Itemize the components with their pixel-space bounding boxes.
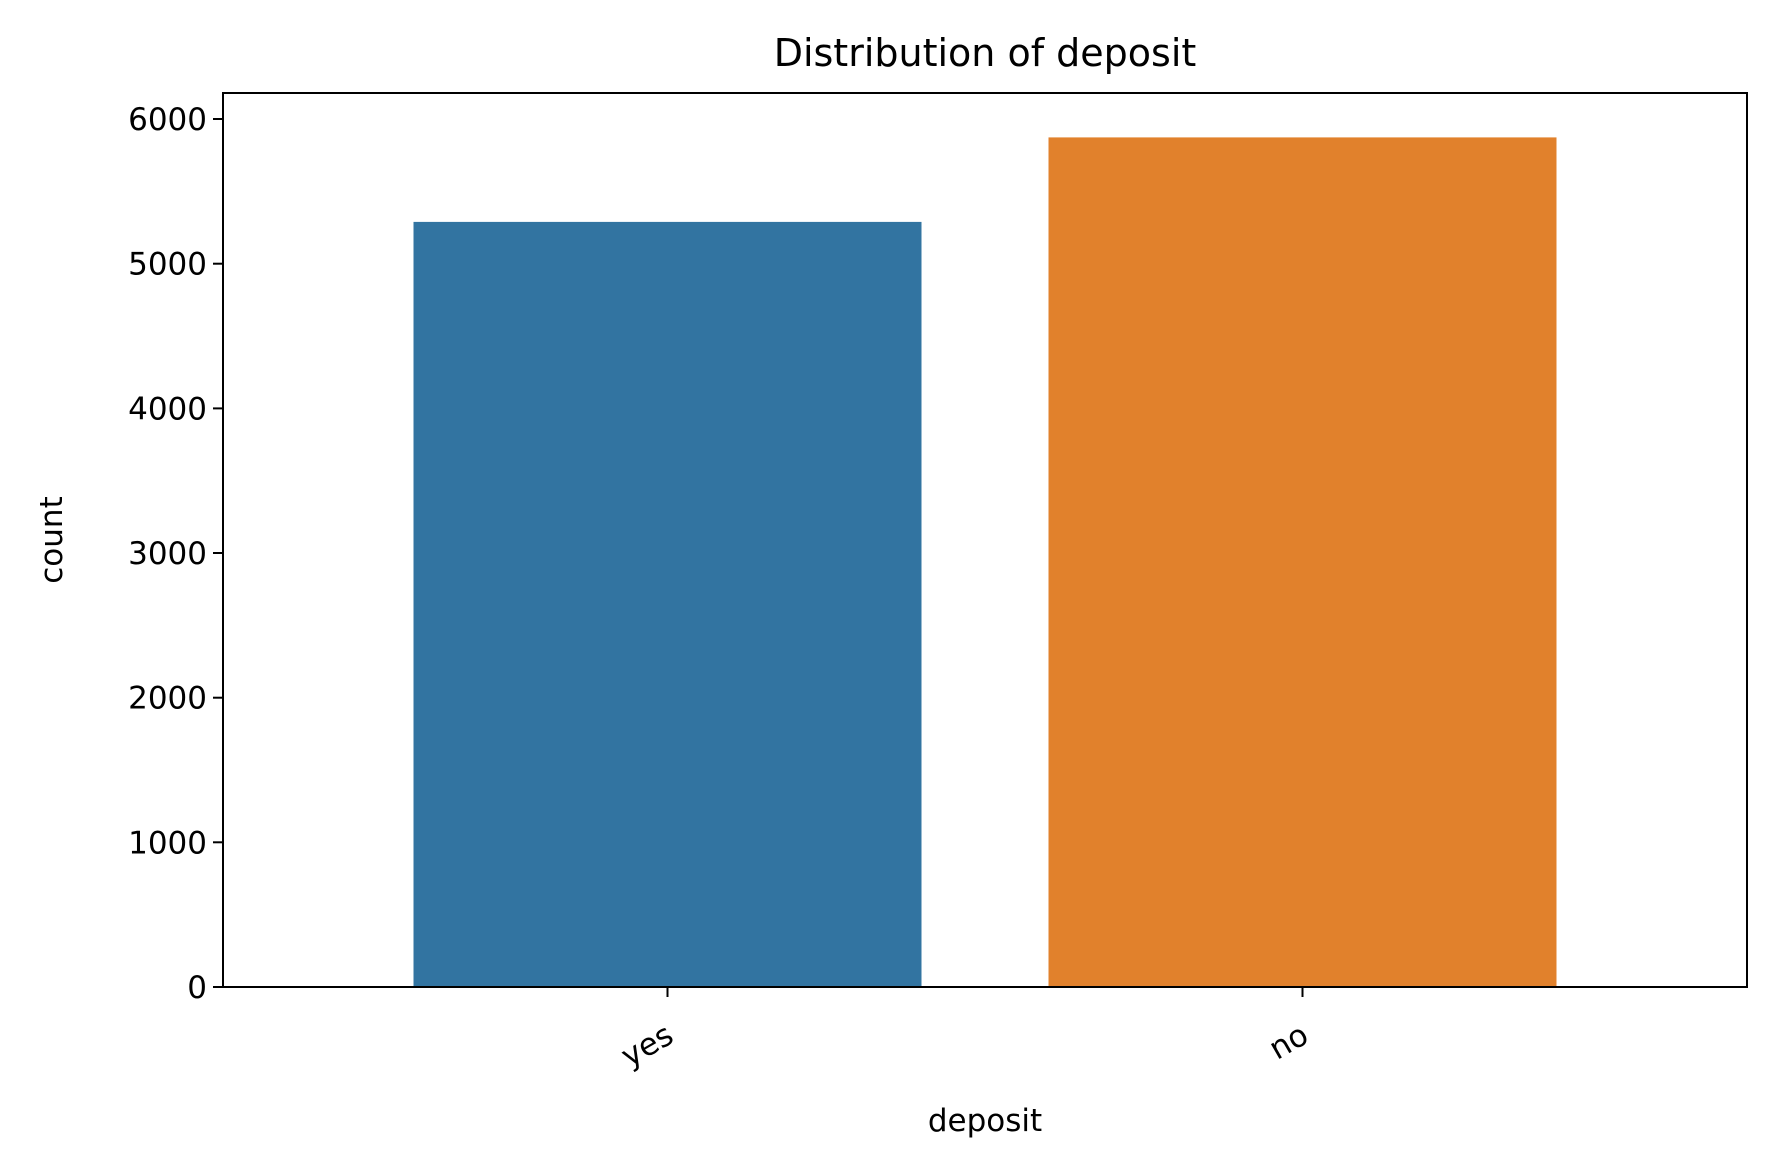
- plot-frame: [222, 92, 1748, 988]
- y-axis: 0 1000 2000 3000 4000 5000 6000: [128, 102, 223, 1006]
- y-tick-label: 3000: [128, 536, 207, 572]
- bar-yes: [413, 221, 922, 987]
- y-tick-label: 4000: [128, 391, 207, 427]
- y-axis-label: count: [34, 496, 70, 583]
- chart-title: Distribution of deposit: [774, 31, 1197, 75]
- y-tick-label: 6000: [128, 102, 207, 138]
- x-axis-label: deposit: [928, 1103, 1042, 1139]
- y-tick-label: 2000: [128, 681, 207, 717]
- bars-group: [413, 137, 1557, 987]
- y-tick-label: 0: [187, 970, 207, 1006]
- y-tick-label: 1000: [128, 825, 207, 861]
- bar-no: [1048, 137, 1557, 987]
- y-tick-label: 5000: [128, 247, 207, 283]
